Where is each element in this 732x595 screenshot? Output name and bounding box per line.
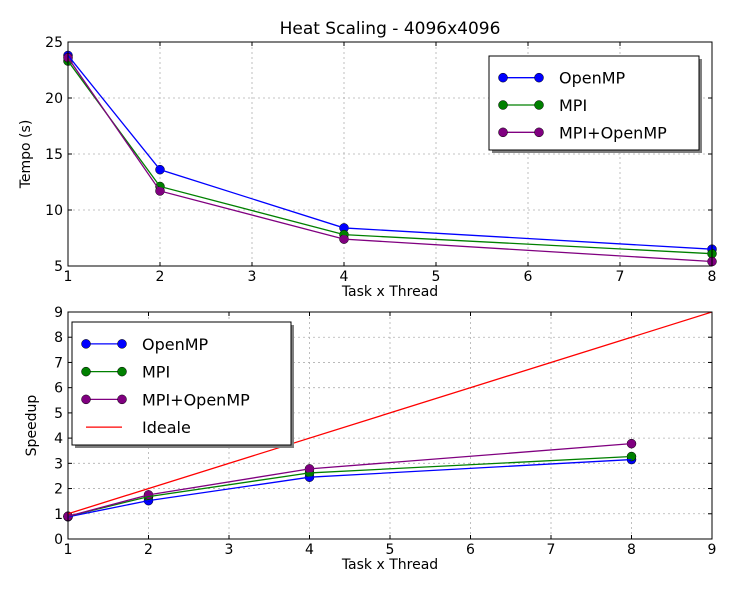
- legend-label-mpi: MPI: [142, 363, 170, 382]
- x-tick-label: 2: [156, 269, 165, 285]
- y-tick-label: 4: [54, 431, 63, 447]
- x-tick-label: 8: [708, 269, 717, 285]
- top-chart: 1 2 3 4 5 6 7 8 5 10 15 20 25 Heat Scaling - 4096x409…: [18, 19, 717, 300]
- legend-label-mpi: MPI: [559, 96, 587, 115]
- x-tick-label: 4: [340, 269, 349, 285]
- legend-label-mpi-openmp: MPI+OpenMP: [142, 390, 250, 409]
- axes-frame: [67, 311, 713, 540]
- y-tick-label: 6: [54, 381, 63, 397]
- x-axis-label: Task x Thread: [341, 557, 438, 573]
- legend-marker-mpi-openmp: [534, 127, 544, 138]
- y-tick-label: 3: [54, 456, 63, 472]
- series-line-openmp: [68, 458, 632, 518]
- x-tick-label: 2: [144, 542, 153, 558]
- series-line-mpi-openmp: [68, 57, 712, 263]
- legend-label-ideale: Ideale: [142, 418, 191, 437]
- y-tick-label: 7: [54, 355, 63, 371]
- x-tick-label: 6: [524, 269, 533, 285]
- y-tick-label: 15: [45, 147, 63, 163]
- legend-marker-mpi-openmp: [117, 394, 127, 405]
- y-tick-label: 0: [54, 532, 63, 548]
- x-tick-label: 6: [466, 542, 475, 558]
- x-tick-label: 9: [708, 542, 717, 558]
- axes-frame: [67, 41, 713, 267]
- x-tick-label: 4: [305, 542, 314, 558]
- legend-label-openmp: OpenMP: [559, 69, 626, 88]
- series-line-mpi-openmp: [68, 443, 632, 517]
- x-tick-label: 8: [627, 542, 636, 558]
- legend-marker-mpi: [81, 366, 91, 377]
- x-tick-label: 5: [432, 269, 441, 285]
- y-tick-label: 5: [54, 406, 63, 422]
- x-axis-label: Task x Thread: [341, 284, 438, 300]
- legend-label-openmp: OpenMP: [142, 335, 209, 354]
- x-tick-label: 7: [547, 542, 556, 558]
- legend-marker-openmp: [498, 72, 508, 83]
- legend: OpenMP MPI MPI+OpenMP Ideale: [71, 321, 294, 448]
- x-tick-label: 5: [386, 542, 395, 558]
- legend-marker-mpi: [117, 366, 127, 377]
- x-tick-label: 7: [616, 269, 625, 285]
- legend: OpenMP MPI MPI+OpenMP: [488, 55, 702, 153]
- y-tick-label: 10: [45, 203, 63, 219]
- legend-marker-mpi-openmp: [498, 127, 508, 138]
- legend-marker-mpi: [534, 100, 544, 110]
- legend-marker-mpi-openmp: [81, 394, 91, 405]
- legend-box: [71, 321, 292, 446]
- legend-label-mpi-openmp: MPI+OpenMP: [559, 123, 667, 142]
- y-tick-label: 8: [54, 330, 63, 346]
- x-tick-label: 1: [64, 269, 73, 285]
- y-tick-label: 2: [54, 482, 63, 498]
- y-axis-label: Tempo (s): [18, 120, 34, 190]
- series-line-openmp: [68, 55, 712, 250]
- chart-title: Heat Scaling - 4096x4096: [280, 19, 501, 39]
- x-tick-label: 1: [64, 542, 73, 558]
- y-tick-label: 20: [45, 91, 63, 107]
- x-tick-label: 3: [248, 269, 257, 285]
- x-tick-label: 3: [225, 542, 234, 558]
- legend-marker-mpi: [498, 100, 508, 110]
- y-tick-label: 1: [54, 507, 63, 523]
- legend-marker-openmp: [117, 339, 127, 349]
- y-tick-label: 9: [54, 305, 63, 321]
- y-tick-label: 25: [45, 35, 63, 51]
- series-line-mpi: [68, 455, 632, 517]
- legend-marker-openmp: [534, 72, 544, 83]
- series-line-ideale: [68, 312, 712, 515]
- y-axis-label: Speedup: [24, 395, 40, 457]
- legend-marker-openmp: [81, 339, 91, 349]
- y-tick-label: 5: [54, 259, 63, 275]
- legend-box: [488, 55, 700, 151]
